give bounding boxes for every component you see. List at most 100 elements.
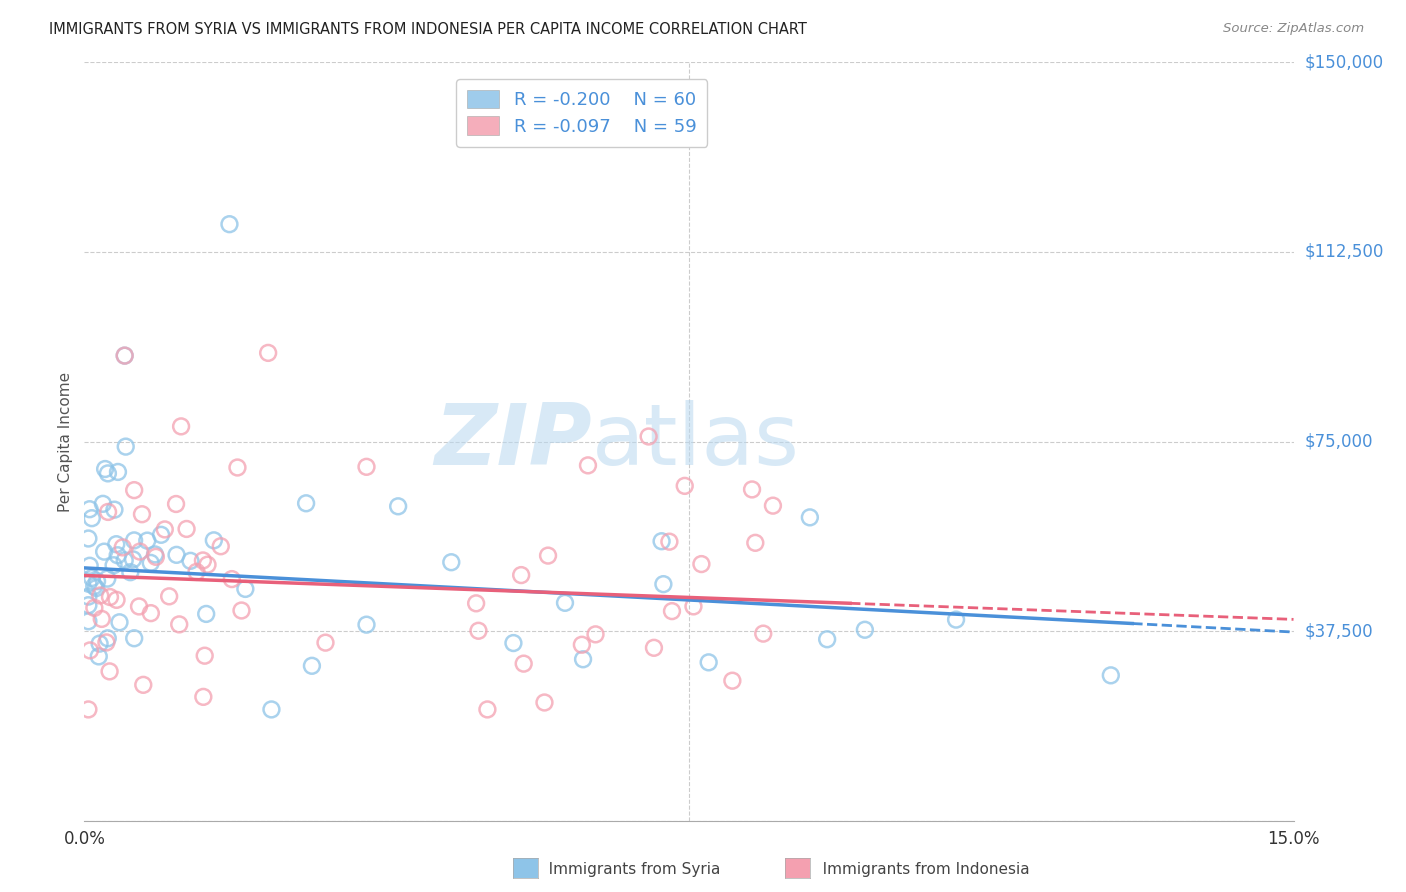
Text: $112,500: $112,500 [1305, 243, 1384, 261]
Point [77, 598, 100, 612]
Point [97, 467, 120, 481]
Point [356, 459, 378, 474]
Point [122, 533, 145, 548]
Point [176, 522, 198, 536]
Point [77, 615, 100, 629]
Point [77, 590, 100, 604]
Point [114, 553, 136, 567]
Legend: R = -0.200    N = 60, R = -0.097    N = 59: R = -0.200 N = 60, R = -0.097 N = 59 [456, 79, 707, 146]
Point [94, 462, 117, 476]
Point [661, 604, 683, 618]
Point [83, 600, 105, 615]
Point [658, 534, 681, 549]
Point [107, 465, 129, 479]
Point [114, 440, 136, 454]
Point [690, 557, 713, 571]
Point [533, 696, 555, 710]
Point [128, 599, 150, 614]
Point [226, 460, 249, 475]
Point [945, 613, 967, 627]
Point [465, 596, 488, 610]
Point [744, 536, 766, 550]
Point [143, 548, 166, 562]
Point [98, 590, 121, 604]
Point [260, 702, 283, 716]
Point [77, 532, 100, 546]
Text: $75,000: $75,000 [1305, 433, 1374, 450]
Point [1099, 668, 1122, 682]
Point [853, 623, 876, 637]
Text: $150,000: $150,000 [1305, 54, 1384, 71]
Point [571, 638, 593, 652]
Point [105, 592, 128, 607]
Point [643, 640, 665, 655]
Point [387, 500, 409, 514]
Point [202, 533, 225, 548]
Point [193, 690, 215, 704]
Point [80, 571, 103, 585]
Point [122, 632, 145, 646]
Point [799, 510, 821, 524]
Point [105, 537, 128, 551]
Point [150, 528, 173, 542]
Point [96, 572, 118, 586]
Point [87, 649, 110, 664]
Point [79, 502, 101, 516]
Point [111, 541, 134, 555]
Point [179, 554, 201, 568]
Point [103, 502, 125, 516]
Text: Immigrants from Syria: Immigrants from Syria [534, 863, 721, 877]
Point [145, 549, 167, 564]
Point [93, 544, 115, 558]
Point [103, 558, 125, 573]
Point [122, 483, 145, 497]
Point [166, 548, 188, 562]
Text: $37,500: $37,500 [1305, 622, 1374, 640]
Point [139, 556, 162, 570]
Point [157, 590, 180, 604]
Point [98, 665, 121, 679]
Text: ZIP: ZIP [434, 400, 592, 483]
Point [90, 612, 112, 626]
Point [356, 617, 378, 632]
Point [440, 555, 463, 569]
Point [510, 568, 533, 582]
Point [585, 627, 607, 641]
Point [197, 558, 219, 572]
Point [752, 626, 775, 640]
Point [97, 632, 120, 646]
Point [84, 581, 107, 595]
Point [170, 419, 193, 434]
Point [77, 576, 100, 591]
Point [815, 632, 838, 647]
Point [682, 599, 704, 614]
Point [194, 648, 217, 663]
Point [77, 702, 100, 716]
Text: atlas: atlas [592, 400, 800, 483]
Point [120, 565, 142, 579]
Point [97, 505, 120, 519]
Point [576, 458, 599, 473]
Point [651, 534, 673, 549]
Point [80, 511, 103, 525]
Point [129, 544, 152, 558]
Point [221, 572, 243, 586]
Point [537, 549, 560, 563]
Point [122, 552, 145, 566]
Point [235, 582, 257, 596]
Point [477, 702, 499, 716]
Point [191, 553, 214, 567]
Point [136, 533, 159, 548]
Point [572, 652, 595, 666]
Point [195, 607, 218, 621]
Point [231, 603, 253, 617]
Point [257, 346, 280, 360]
Text: IMMIGRANTS FROM SYRIA VS IMMIGRANTS FROM INDONESIA PER CAPITA INCOME CORRELATION: IMMIGRANTS FROM SYRIA VS IMMIGRANTS FROM… [49, 22, 807, 37]
Point [218, 217, 240, 231]
Text: Source: ZipAtlas.com: Source: ZipAtlas.com [1223, 22, 1364, 36]
Point [79, 643, 101, 657]
Point [114, 349, 136, 363]
Point [139, 606, 162, 620]
Point [89, 637, 111, 651]
Point [107, 548, 129, 562]
